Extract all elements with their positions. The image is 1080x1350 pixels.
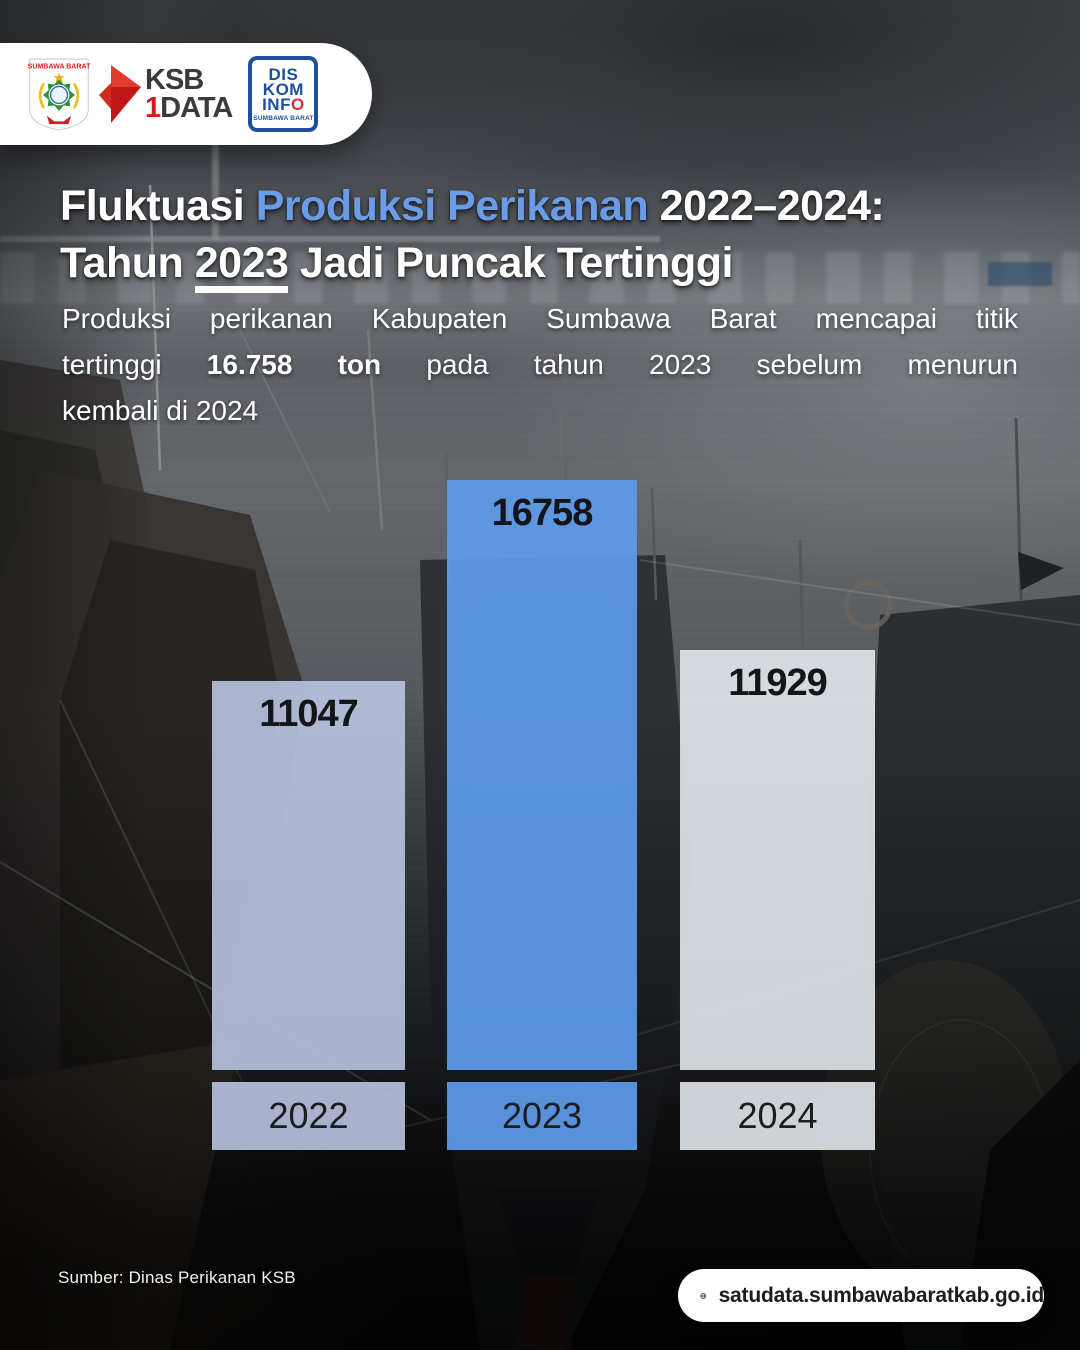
- ksb-logo-one: 1: [145, 92, 161, 124]
- website-url: satudata.sumbawabaratkab.go.id: [718, 1283, 1045, 1307]
- globe-icon: [700, 1292, 707, 1299]
- subtitle-bold-value: 16.758 ton: [206, 349, 382, 380]
- subtitle-line-2: tertinggi 16.758 ton pada tahun 2023 seb…: [62, 349, 1019, 380]
- bar-value-label: 11047: [259, 693, 359, 735]
- ksb-1data-logo: KSB 1DATA: [145, 64, 233, 124]
- ksb-logo-line2: 1DATA: [145, 92, 233, 124]
- bar-group-2024: 11929 2024: [680, 650, 875, 1150]
- subtitle-line-3: kembali di 2024: [62, 395, 259, 426]
- title-line1: Fluktuasi Produksi Perikanan 2022–2024:: [60, 182, 885, 230]
- subtitle: Produksi perikanan Kabupaten Sumbawa Bar…: [62, 296, 1018, 434]
- bar-group-2022: 11047 2022: [212, 681, 405, 1150]
- bar-group-2023: 16758 2023: [447, 480, 637, 1150]
- ksb-arrow-icon: [99, 65, 141, 123]
- title-line2: Tahun 2023 Jadi Puncak Tertinggi: [60, 235, 1040, 293]
- diskominfo-line3: INFO: [262, 95, 305, 114]
- diskominfo-ring-icon: O: [290, 95, 305, 114]
- regency-crest-icon: SUMBAWA BARAT: [28, 58, 91, 131]
- bar-year-label: 2024: [680, 1082, 875, 1150]
- bar-2024: 11929: [680, 650, 875, 1070]
- underlined-year: 2023: [194, 242, 289, 293]
- source-text: Sumber: Dinas Perikanan KSB: [58, 1268, 296, 1287]
- diskominfo-logo: DIS KOM INFO SUMBAWA BARAT: [248, 56, 319, 132]
- diskominfo-subtext: SUMBAWA BARAT: [253, 115, 314, 122]
- crest-title-text: SUMBAWA BARAT: [28, 64, 91, 71]
- bar-value-label: 16758: [491, 492, 594, 534]
- bar-value-label: 11929: [728, 662, 828, 704]
- logo-pill: SUMBAWA BARAT KSB 1DATA DIS KOM INFO SUM…: [0, 43, 372, 145]
- bar-year-label: 2022: [212, 1082, 405, 1150]
- ksb-logo-data: DATA: [160, 92, 233, 124]
- website-pill[interactable]: satudata.sumbawabaratkab.go.id: [678, 1269, 1044, 1322]
- ksb-logo-line1: KSB: [145, 64, 204, 96]
- title-highlight: Produksi Perikanan: [255, 182, 649, 230]
- page-title: Fluktuasi Produksi Perikanan 2022–2024: …: [60, 178, 1040, 293]
- bar-2022: 11047: [212, 681, 405, 1070]
- bar-2023: 16758: [447, 480, 637, 1070]
- bar-year-label: 2023: [447, 1082, 637, 1150]
- subtitle-line-1: Produksi perikanan Kabupaten Sumbawa Bar…: [62, 303, 1018, 334]
